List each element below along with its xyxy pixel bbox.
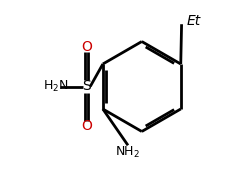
Text: NH$_2$: NH$_2$ [116,145,140,160]
Text: H$_2$N: H$_2$N [43,79,68,94]
Text: Et: Et [187,14,201,28]
Text: O: O [81,40,92,54]
Text: O: O [81,119,92,133]
Text: S: S [82,80,91,93]
